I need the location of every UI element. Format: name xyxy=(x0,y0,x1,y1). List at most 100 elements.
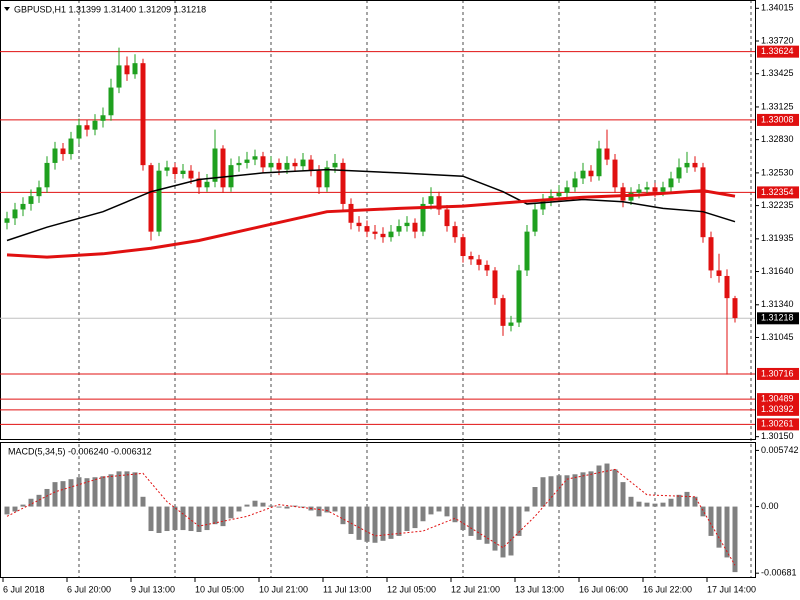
moving-average xyxy=(6,189,736,259)
x-tick-label: 6 Jul 20:00 xyxy=(67,584,111,594)
y-tick-label: 1.34015 xyxy=(761,3,794,13)
macd-bar xyxy=(580,472,586,507)
candle-body xyxy=(436,196,442,210)
macd-bar xyxy=(164,506,170,532)
candle-body xyxy=(268,162,274,168)
macd-bar xyxy=(420,506,426,522)
candle-body xyxy=(684,162,690,168)
macd-bar xyxy=(92,477,98,507)
moving-average xyxy=(6,168,736,242)
macd-bar xyxy=(652,503,658,507)
candle-body xyxy=(276,162,282,170)
macd-bar xyxy=(644,502,650,507)
candle-body xyxy=(140,63,146,166)
candle-body xyxy=(692,162,698,168)
level-label-box xyxy=(757,45,799,58)
candle-body xyxy=(428,196,434,204)
y-tick-label: 1.30150 xyxy=(761,431,794,441)
macd-bar xyxy=(716,506,722,548)
macd-bar xyxy=(492,506,498,551)
macd-bar xyxy=(260,502,266,507)
candle-body xyxy=(292,162,298,167)
candle-body xyxy=(588,170,594,177)
candle-body xyxy=(84,125,90,130)
candle-body xyxy=(20,203,26,210)
level-label-box xyxy=(757,186,799,199)
macd-bar xyxy=(676,494,682,507)
candle-body xyxy=(652,187,658,192)
candle-body xyxy=(212,148,218,182)
macd-bar xyxy=(388,506,394,539)
candle-body xyxy=(28,196,34,204)
candle-body xyxy=(348,203,354,223)
y-tick-label: 1.31640 xyxy=(761,266,794,276)
macd-bar xyxy=(508,506,514,556)
x-tick-label: 16 Jul 06:00 xyxy=(579,584,628,594)
x-tick-label: 12 Jul 21:00 xyxy=(451,584,500,594)
y-tick-label: 1.32830 xyxy=(761,134,794,144)
candle-body xyxy=(460,237,466,257)
x-tick-label: 13 Jul 13:00 xyxy=(515,584,564,594)
candle-body xyxy=(500,298,506,326)
macd-y-tick-label: 0.00 xyxy=(761,501,779,511)
candle-body xyxy=(572,178,578,188)
candle-body xyxy=(644,187,650,190)
macd-bar xyxy=(436,506,442,512)
macd-bar xyxy=(36,494,42,507)
macd-bar xyxy=(244,504,250,507)
candle-body xyxy=(492,270,498,299)
macd-bar xyxy=(732,506,738,573)
candle-body xyxy=(476,259,482,265)
macd-bar xyxy=(108,474,114,507)
level-label: 1.33624 xyxy=(761,46,794,56)
macd-bar xyxy=(60,481,66,507)
macd-bar xyxy=(140,496,146,507)
macd-bar xyxy=(612,469,618,507)
candle-body xyxy=(204,181,210,188)
candle-body xyxy=(12,209,18,219)
candle-body xyxy=(444,209,450,227)
macd-bar xyxy=(628,496,634,507)
candle-body xyxy=(556,192,562,197)
y-tick-label: 1.32530 xyxy=(761,167,794,177)
candle-body xyxy=(420,203,426,232)
y-tick-label: 1.33425 xyxy=(761,68,794,78)
candle-body xyxy=(724,275,730,299)
candle-body xyxy=(196,178,202,188)
macd-bar xyxy=(316,506,322,517)
candle-body xyxy=(380,233,386,238)
vertical-grid xyxy=(78,0,752,577)
macd-bar xyxy=(276,506,282,508)
macd-bar xyxy=(340,506,346,525)
macd-bar xyxy=(564,475,570,507)
candle-body xyxy=(148,165,154,232)
candle-body xyxy=(660,187,666,192)
macd-panel xyxy=(0,442,756,578)
candle-body xyxy=(188,170,194,179)
macd-bar xyxy=(252,500,258,507)
macd-bar xyxy=(620,482,626,507)
candle-body xyxy=(580,170,586,179)
level-label: 1.30261 xyxy=(761,419,794,429)
candle-body xyxy=(564,187,570,193)
candle-body xyxy=(164,167,170,171)
candle-body xyxy=(676,167,682,179)
macd-bar xyxy=(148,506,154,532)
macd-bar xyxy=(660,502,666,507)
candle-body xyxy=(412,222,418,232)
candle-body xyxy=(284,162,290,170)
macd-bar xyxy=(364,506,370,542)
candle-body xyxy=(716,270,722,276)
candle-body xyxy=(340,162,346,204)
macd-bar xyxy=(372,506,378,543)
x-tick-label: 10 Jul 05:00 xyxy=(195,584,244,594)
y-tick-label: 1.31935 xyxy=(761,233,794,243)
macd-bar xyxy=(220,506,226,527)
macd-bar xyxy=(548,476,554,507)
macd-signal xyxy=(6,468,736,566)
macd-bar xyxy=(724,506,730,558)
candle-body xyxy=(4,218,10,223)
main-panel xyxy=(0,0,756,440)
candle-body xyxy=(540,200,546,210)
level-label-box xyxy=(757,367,799,380)
